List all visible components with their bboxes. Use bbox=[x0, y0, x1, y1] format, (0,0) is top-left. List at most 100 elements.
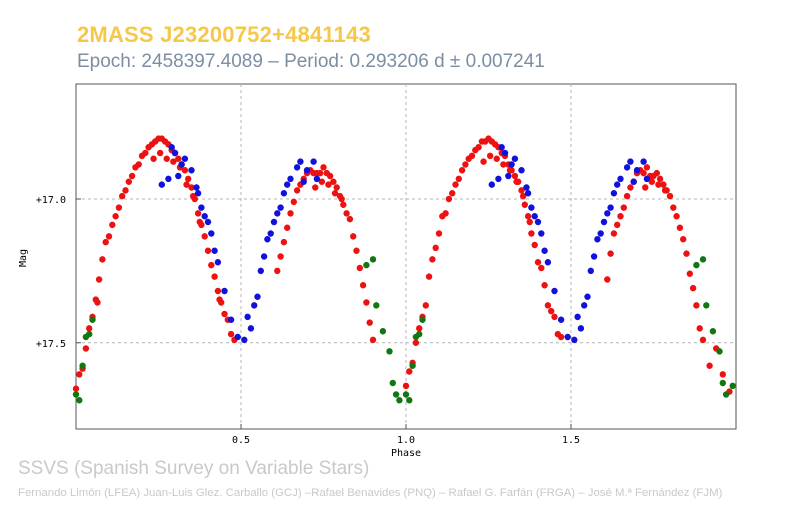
data-point-green bbox=[72, 391, 80, 398]
data-point-blue bbox=[610, 190, 618, 197]
data-point-red bbox=[346, 215, 354, 223]
data-point-red bbox=[115, 204, 123, 211]
data-point-red bbox=[719, 371, 726, 378]
data-point-blue bbox=[310, 158, 317, 165]
data-point-blue bbox=[623, 164, 631, 171]
data-point-red bbox=[340, 201, 347, 208]
data-point-green bbox=[703, 302, 710, 309]
data-point-red bbox=[531, 241, 538, 249]
data-point-red bbox=[666, 192, 674, 200]
data-point-red bbox=[468, 152, 476, 160]
data-point-red bbox=[518, 187, 525, 194]
data-point-blue bbox=[501, 149, 509, 157]
data-point-green bbox=[369, 256, 377, 263]
data-point-blue bbox=[241, 336, 248, 344]
data-point-green bbox=[386, 348, 393, 355]
data-point-red bbox=[445, 195, 453, 203]
data-point-red bbox=[142, 149, 149, 157]
data-point-red bbox=[506, 167, 514, 174]
data-point-blue bbox=[594, 236, 601, 243]
data-point-red bbox=[175, 155, 182, 162]
data-point-red bbox=[402, 382, 410, 390]
data-point-red bbox=[660, 181, 667, 188]
data-point-green bbox=[693, 261, 700, 269]
data-point-red bbox=[458, 167, 466, 174]
data-point-green bbox=[402, 391, 410, 398]
data-point-blue bbox=[590, 253, 598, 260]
data-point-blue bbox=[584, 293, 591, 300]
data-point-red bbox=[526, 218, 533, 226]
data-point-red bbox=[683, 250, 690, 257]
data-point-blue bbox=[581, 302, 588, 309]
data-point-green bbox=[416, 330, 423, 338]
data-point-blue bbox=[168, 144, 175, 151]
data-point-blue bbox=[518, 167, 525, 174]
data-point-red bbox=[548, 307, 555, 315]
data-point-red bbox=[689, 284, 697, 292]
data-point-red bbox=[293, 187, 301, 194]
data-point-green bbox=[709, 328, 717, 335]
data-point-green bbox=[419, 316, 426, 323]
data-point-red bbox=[194, 210, 202, 217]
data-point-red bbox=[122, 187, 129, 194]
data-point-red bbox=[617, 213, 624, 220]
data-point-blue bbox=[297, 158, 304, 165]
data-point-blue bbox=[221, 287, 228, 295]
epoch-period-subtitle: Epoch: 2458397.4089 – Period: 0.293206 d… bbox=[77, 51, 545, 72]
data-point-blue bbox=[293, 164, 301, 171]
data-point-red bbox=[656, 175, 664, 183]
data-point-blue bbox=[574, 313, 581, 321]
data-point-red bbox=[156, 149, 164, 157]
data-point-blue bbox=[505, 172, 512, 180]
data-point-red bbox=[128, 172, 136, 180]
data-point-green bbox=[406, 397, 413, 404]
data-point-blue bbox=[523, 184, 530, 191]
data-point-red bbox=[604, 276, 611, 283]
data-point-red bbox=[429, 256, 436, 263]
data-point-red bbox=[673, 213, 680, 220]
data-point-blue bbox=[587, 267, 594, 275]
data-point-red bbox=[183, 181, 190, 188]
data-point-green bbox=[79, 362, 86, 369]
data-point-blue bbox=[495, 175, 502, 183]
data-point-blue bbox=[171, 149, 179, 157]
data-point-blue bbox=[181, 155, 189, 162]
data-point-red bbox=[557, 333, 565, 341]
data-point-red bbox=[493, 155, 500, 162]
data-point-red bbox=[287, 210, 294, 217]
data-point-green bbox=[379, 328, 387, 335]
data-point-red bbox=[686, 270, 693, 277]
data-point-red bbox=[119, 192, 126, 200]
data-point-red bbox=[541, 282, 548, 289]
data-point-blue bbox=[508, 161, 515, 168]
data-point-blue bbox=[528, 204, 535, 211]
data-point-red bbox=[284, 224, 291, 231]
data-point-blue bbox=[277, 204, 284, 211]
data-point-red bbox=[524, 213, 532, 220]
data-point-blue bbox=[604, 210, 611, 217]
data-point-green bbox=[392, 391, 400, 398]
data-point-blue bbox=[198, 204, 205, 211]
x-axis-label: Phase bbox=[391, 448, 421, 459]
survey-name: SSVS (Spanish Survey on Variable Stars) bbox=[18, 458, 370, 479]
data-point-blue bbox=[534, 218, 542, 226]
data-point-red bbox=[706, 362, 713, 369]
data-point-blue bbox=[511, 155, 519, 162]
data-point-red bbox=[455, 175, 462, 183]
data-point-red bbox=[406, 368, 413, 375]
data-point-blue bbox=[600, 218, 608, 226]
data-point-green bbox=[389, 379, 396, 387]
data-point-blue bbox=[531, 213, 538, 220]
data-point-blue bbox=[488, 181, 495, 188]
y-tick-label: +17.0 bbox=[36, 195, 66, 206]
y-tick-label: +17.5 bbox=[36, 339, 66, 350]
data-point-red bbox=[534, 259, 542, 266]
data-point-red bbox=[462, 161, 469, 168]
data-point-red bbox=[643, 164, 651, 171]
data-point-blue bbox=[264, 236, 271, 243]
grid-lines bbox=[76, 84, 736, 429]
y-axis-label: Mag bbox=[18, 249, 29, 267]
data-point-blue bbox=[284, 181, 291, 188]
data-point-blue bbox=[571, 336, 578, 344]
